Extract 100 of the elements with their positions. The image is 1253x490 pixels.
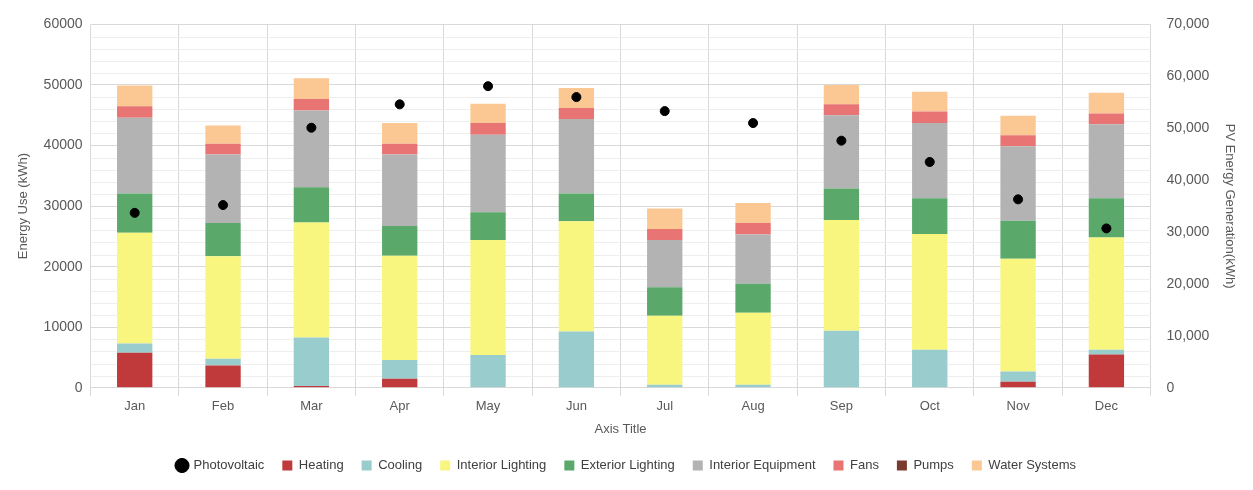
bar <box>823 104 860 116</box>
bar <box>1000 258 1036 372</box>
bar <box>1088 237 1125 350</box>
bar <box>205 154 241 224</box>
bar <box>382 378 418 388</box>
legend-label: Interior Lighting <box>456 457 547 473</box>
point <box>1013 194 1024 205</box>
x-tick-label: Mar <box>300 398 324 414</box>
legend-label: Water Systems <box>988 457 1077 473</box>
bar <box>117 352 153 388</box>
bar <box>823 84 860 105</box>
bar <box>735 283 771 313</box>
bar <box>382 123 418 144</box>
legend-label: Cooling <box>378 457 423 473</box>
bar <box>735 223 771 235</box>
bar <box>1000 146 1036 221</box>
bar <box>1000 135 1036 147</box>
y2-tick-label: 10,000 <box>1166 326 1210 343</box>
y2-tick-label: 40,000 <box>1166 171 1210 187</box>
point <box>394 99 405 110</box>
y-tick-label: 40000 <box>43 136 83 153</box>
bar <box>647 240 683 288</box>
bar <box>293 187 330 223</box>
bar <box>293 222 330 338</box>
bar <box>293 110 330 188</box>
x-tick-label: Aug <box>741 398 765 414</box>
bar <box>205 125 241 144</box>
bar <box>735 312 771 385</box>
x-tick-label: Nov <box>1006 398 1031 414</box>
bar <box>470 134 506 213</box>
bar <box>1088 113 1125 125</box>
bar <box>1088 198 1125 238</box>
bar <box>912 91 948 112</box>
point <box>748 118 759 129</box>
point <box>659 106 670 117</box>
x-axis-title: Axis Title <box>594 420 647 436</box>
point <box>924 156 935 167</box>
bar <box>470 212 506 241</box>
bar <box>912 233 948 350</box>
bar <box>912 111 948 124</box>
y-tick-label: 20000 <box>43 257 83 274</box>
x-tick-label: May <box>475 398 501 414</box>
y2-tick-label: 30,000 <box>1166 222 1210 239</box>
bar <box>117 106 153 118</box>
bar <box>382 226 418 256</box>
bar <box>117 117 153 194</box>
bar <box>205 143 241 155</box>
y2-tick-label: 0 <box>1166 378 1175 395</box>
bar <box>293 78 330 99</box>
bar <box>735 234 771 284</box>
bar <box>912 349 948 388</box>
y-tick-label: 30000 <box>43 196 83 213</box>
bar <box>912 198 948 234</box>
bar <box>558 331 595 388</box>
bar <box>293 98 330 111</box>
bar <box>117 343 153 353</box>
bar <box>470 240 506 356</box>
bar <box>1088 354 1125 388</box>
y-tick-label: 50000 <box>43 75 83 92</box>
bar <box>558 107 595 119</box>
bar <box>117 193 153 233</box>
x-tick-label: Jun <box>565 398 587 414</box>
legend-label: Pumps <box>913 457 955 473</box>
bar <box>382 154 418 227</box>
y-tick-label: 10000 <box>43 318 83 335</box>
bar <box>293 337 330 386</box>
bar <box>558 193 595 222</box>
point <box>218 200 229 211</box>
point <box>306 122 317 133</box>
x-tick-label: Jul <box>656 398 674 414</box>
bar <box>470 355 506 388</box>
bar <box>205 223 241 257</box>
bar <box>823 220 860 331</box>
legend-label: Exterior Lighting <box>580 457 675 473</box>
bar <box>647 208 683 230</box>
bar <box>1088 124 1125 199</box>
y2-tick-label: 60,000 <box>1166 67 1210 84</box>
x-tick-label: Sep <box>829 398 853 414</box>
bar <box>558 118 595 194</box>
bar <box>647 315 683 385</box>
bar <box>117 85 153 107</box>
bar <box>1000 381 1036 388</box>
bar <box>382 359 418 379</box>
bar <box>205 365 241 388</box>
bar <box>205 256 241 359</box>
bar <box>470 123 506 135</box>
point <box>483 81 494 92</box>
bar <box>823 330 860 388</box>
y2-axis-title: PV Energy Generation(kWh) <box>1222 123 1238 289</box>
y2-tick-label: 50,000 <box>1166 119 1210 136</box>
bar <box>912 123 948 199</box>
bar <box>558 221 595 332</box>
legend-label: Interior Equipment <box>709 457 816 473</box>
y-axis-title: Energy Use (kWh) <box>15 153 31 260</box>
y-tick-label: 0 <box>74 378 83 395</box>
y2-tick-label: 70,000 <box>1166 15 1210 32</box>
x-tick-label: Apr <box>389 398 411 414</box>
bar <box>1088 92 1125 114</box>
bar <box>823 188 860 221</box>
bar <box>470 103 506 124</box>
